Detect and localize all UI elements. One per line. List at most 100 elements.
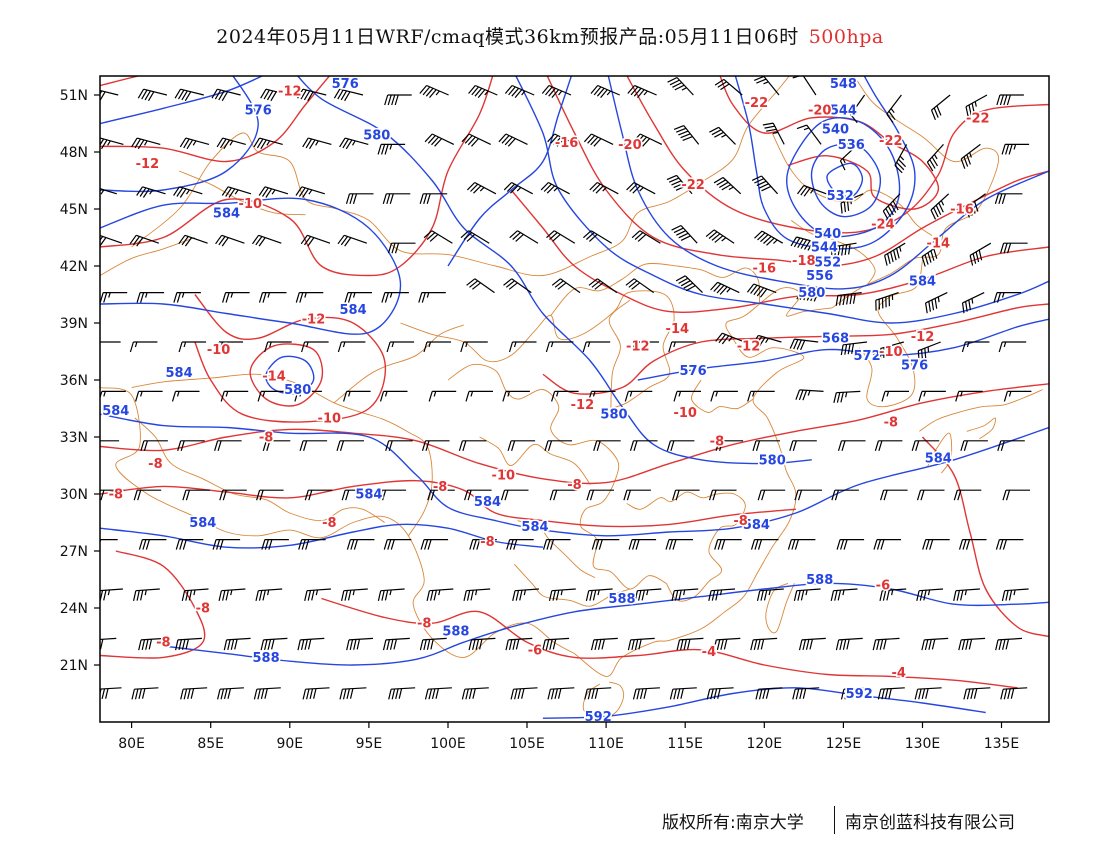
wind-barb [423, 230, 453, 244]
wind-barb [833, 390, 861, 403]
province-boundary [134, 417, 385, 523]
height-label: 576 [901, 358, 928, 373]
temperature-contour [719, 76, 940, 210]
height-label: 580 [284, 383, 311, 398]
temperature-label: -14 [262, 370, 286, 385]
wind-barb [667, 76, 694, 96]
temperature-label: -8 [710, 434, 724, 449]
wind-barb [882, 193, 901, 221]
temperature-label: -22 [745, 96, 769, 111]
wind-barb [381, 292, 409, 303]
wind-barb [304, 588, 331, 602]
temperature-label: -4 [702, 645, 716, 660]
temperature-label: -8 [259, 431, 273, 446]
temperature-label: -18 [792, 254, 816, 269]
lat-tick-label: 27N [60, 544, 88, 560]
wind-barb [182, 489, 210, 501]
wind-barb [100, 89, 119, 102]
temperature-contour [546, 76, 1049, 267]
wind-barb [840, 341, 868, 356]
wind-barb [591, 538, 620, 550]
temperature-label: -4 [891, 666, 905, 681]
wind-barb [346, 637, 374, 651]
wind-barb [762, 122, 785, 145]
temperature-contour [194, 294, 387, 423]
temperature-label: -12 [626, 339, 650, 354]
wind-barb [171, 390, 200, 402]
wind-barb [468, 84, 498, 98]
wind-barb [507, 440, 536, 451]
wind-barb [419, 84, 449, 98]
wind-barb [1000, 242, 1028, 254]
wind-barb [629, 440, 658, 451]
wind-barb [428, 390, 457, 402]
wind-barb [461, 133, 491, 147]
wind-barb [714, 538, 742, 550]
wind-barb [631, 341, 659, 353]
wind-barb [839, 143, 859, 171]
wind-barb [632, 133, 663, 147]
wind-barb [336, 440, 364, 451]
wind-barb [965, 193, 986, 218]
lat-tick-label: 21N [60, 658, 88, 674]
height-label: 584 [743, 518, 770, 533]
map-plot-area: 576 576 580 584 584 584 580 584 584 584 584 584 588 5… [100, 76, 1049, 722]
wind-barb [542, 637, 570, 651]
wind-barb [222, 292, 250, 303]
wind-barb [466, 181, 497, 195]
wind-barb [790, 236, 820, 251]
wind-barb [789, 440, 817, 451]
wind-barb [384, 94, 412, 106]
wind-barb [178, 234, 208, 247]
wind-barb [1002, 489, 1030, 501]
lat-tick-label: 51N [60, 88, 88, 104]
wind-barb [100, 188, 117, 195]
wind-barb [542, 538, 571, 550]
wind-barb [632, 687, 660, 700]
province-boundary [400, 290, 675, 409]
wind-barb [965, 94, 988, 117]
wind-barb [541, 84, 572, 98]
temperature-label: -8 [733, 514, 747, 529]
title-pressure-level: 500hpa [808, 26, 884, 48]
wind-barb [383, 538, 412, 550]
wind-barb [926, 143, 944, 172]
height-label: 584 [340, 303, 367, 318]
wind-barb [752, 440, 780, 451]
province-boundary [131, 373, 433, 537]
lon-tick-label: 95E [356, 736, 383, 752]
wind-barb [625, 278, 655, 294]
wind-barb [133, 489, 162, 501]
wind-barb [253, 137, 283, 150]
wind-barb [922, 538, 950, 550]
wind-barb [509, 230, 539, 244]
wind-barb [798, 637, 826, 651]
wind-barb [953, 588, 980, 602]
wind-barb [426, 588, 454, 602]
wind-barb [264, 341, 292, 353]
wind-barb [223, 637, 251, 651]
wind-barb [424, 133, 455, 147]
temperature-contour [100, 479, 796, 528]
temperature-label: -10 [673, 406, 697, 421]
temperature-label: -20 [808, 104, 832, 119]
wind-barbs [100, 76, 1032, 700]
wind-barb [1000, 687, 1028, 700]
province-boundary [691, 379, 754, 413]
province-boundary [926, 432, 953, 474]
temperature-label: -16 [555, 136, 579, 151]
height-label: 584 [474, 495, 501, 510]
wind-barb [100, 234, 123, 247]
wind-barb [253, 687, 281, 700]
wind-barb [258, 186, 289, 198]
temperature-label: -8 [884, 415, 898, 430]
height-contour [734, 76, 916, 250]
wind-barb [624, 390, 653, 402]
wind-barb [341, 588, 368, 602]
wind-barb [100, 292, 128, 303]
temperature-contour [510, 189, 1049, 313]
wind-barb [631, 230, 661, 244]
temperature-label: -16 [950, 203, 974, 218]
temperature-label: -12 [136, 157, 160, 172]
